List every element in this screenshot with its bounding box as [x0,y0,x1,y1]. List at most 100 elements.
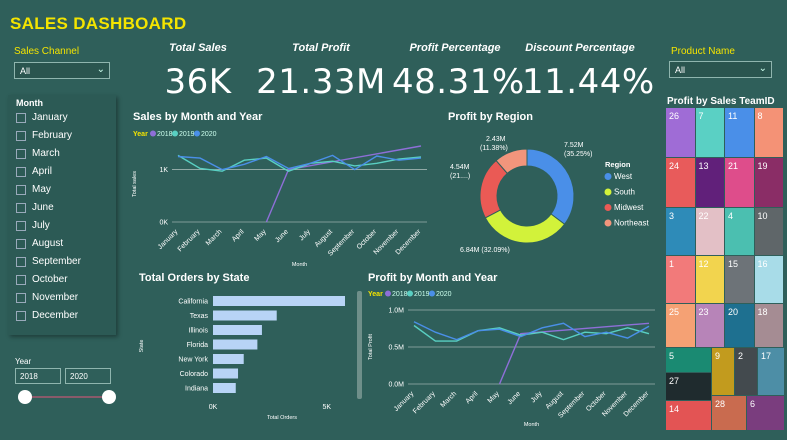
x-tick-label: February [412,390,437,415]
treemap-tile-12[interactable]: 12 [695,256,724,303]
treemap-tile-2[interactable]: 2 [735,348,757,395]
year-slider-start-handle[interactable] [18,390,32,404]
month-option-october[interactable]: October [16,274,68,285]
month-option-april[interactable]: April [16,166,52,177]
treemap-tile-5[interactable]: 5 [666,348,711,372]
treemap-tile-4[interactable]: 4 [725,208,754,255]
donut-label-northeast-pct: (11.38%) [480,145,508,152]
checkbox[interactable] [16,130,26,141]
legend-marker-2019 [172,130,178,137]
legend-label-midwest: Midwest [614,203,644,212]
product-name-dropdown[interactable]: All ⌄ [669,61,772,78]
treemap-tile-6[interactable]: 6 [747,396,784,430]
x-tick-label: July [298,228,312,242]
treemap-tile-11[interactable]: 11 [725,108,754,157]
month-option-label: March [32,148,60,159]
sales-channel-dropdown[interactable]: All ⌄ [14,62,110,79]
checkbox[interactable] [16,148,26,159]
treemap-tile-16[interactable]: 16 [754,256,783,303]
kpi-discount-percentage-label: Discount Percentage [525,42,635,54]
treemap-tile-1[interactable]: 1 [666,256,695,303]
treemap-tile-10[interactable]: 10 [754,208,783,255]
month-option-july[interactable]: July [16,220,50,231]
checkbox[interactable] [16,292,26,303]
checkbox[interactable] [16,238,26,249]
x-tick-label: July [530,390,544,404]
legend-title: Region [605,160,631,169]
x-tick-label: 5K [323,404,332,411]
x-axis-title: Month [524,422,539,428]
checkbox[interactable] [16,220,26,231]
treemap-tile-21[interactable]: 21 [725,158,754,207]
checkbox[interactable] [16,274,26,285]
month-option-december[interactable]: December [16,310,78,321]
checkbox[interactable] [16,256,26,267]
checkbox[interactable] [16,202,26,213]
y-tick-label: 0.0M [388,382,404,389]
teamid-treemap: 26 7 11 8 24 13 21 19 3 22 4 10 1 12 15 16 25 23 20 18 5 9 2 17… [666,108,784,430]
year-slider-end-handle[interactable] [102,390,116,404]
product-name-value: All [675,65,686,75]
treemap-tile-8[interactable]: 8 [754,108,783,157]
treemap-tile-19[interactable]: 19 [754,158,783,207]
year-slicer-title: Year [15,357,32,366]
x-axis-title: Total Orders [267,415,297,421]
legend-label-west: West [614,172,633,181]
legend-marker-2020 [194,130,200,137]
year-slider-track [25,396,109,398]
treemap-tile-17[interactable]: 17 [758,348,784,395]
treemap-tile-23[interactable]: 23 [695,304,724,347]
bar-california [213,296,345,306]
treemap-tile-26[interactable]: 26 [666,108,695,157]
bar-indiana [213,383,236,393]
donut-label-midwest-pct: (21....) [450,173,470,180]
checkbox[interactable] [16,166,26,177]
month-option-march[interactable]: March [16,148,60,159]
bar-new-york [213,354,244,364]
donut-label-west-pct: (35.25%) [564,151,592,158]
sales-channel-value: All [20,66,31,76]
month-option-september[interactable]: September [16,256,81,267]
treemap-tile-18[interactable]: 18 [754,304,783,347]
month-option-february[interactable]: February [16,130,72,141]
legend-label-2020: 2020 [201,131,217,138]
month-option-november[interactable]: November [16,292,78,303]
treemap-tile-22[interactable]: 22 [695,208,724,255]
y-tick-label: Texas [190,313,209,320]
month-option-january[interactable]: January [16,112,68,123]
series-line-2018 [265,145,422,223]
dashboard-title: SALES DASHBOARD [10,14,187,33]
checkbox[interactable] [16,310,26,321]
treemap-tile-14[interactable]: 14 [666,401,711,430]
kpi-total-sales-label: Total Sales [169,42,227,54]
treemap-tile-15[interactable]: 15 [725,256,754,303]
month-option-may[interactable]: May [16,184,51,195]
month-option-label: June [32,202,54,213]
month-option-june[interactable]: June [16,202,54,213]
kpi-profit-percentage-value: 48.31% [392,62,525,102]
treemap-tile-28[interactable]: 28 [712,396,746,430]
treemap-tile-20[interactable]: 20 [725,304,754,347]
treemap-tile-7[interactable]: 7 [695,108,724,157]
treemap-tile-24[interactable]: 24 [666,158,695,207]
donut-label-west-value: 7.52M [564,142,584,149]
treemap-tile-25[interactable]: 25 [666,304,695,347]
legend-title: Year [368,291,383,298]
checkbox[interactable] [16,112,26,123]
x-tick-label: April [465,390,480,405]
treemap-tile-9[interactable]: 9 [712,348,734,395]
year-to-input[interactable]: 2020 [65,368,111,384]
month-option-august[interactable]: August [16,238,63,249]
checkbox[interactable] [16,184,26,195]
sales-channel-label: Sales Channel [14,46,80,57]
treemap-tile-3[interactable]: 3 [666,208,695,255]
y-tick-label: 0K [159,220,168,227]
month-option-label: December [32,310,79,321]
legend-marker-2020 [429,290,435,297]
month-option-label: September [32,256,81,267]
y-tick-label: New York [178,357,208,364]
treemap-tile-27[interactable]: 27 [666,373,711,400]
state-chart-scrollbar[interactable] [357,291,362,399]
treemap-tile-13[interactable]: 13 [695,158,724,207]
year-from-input[interactable]: 2018 [15,368,61,384]
